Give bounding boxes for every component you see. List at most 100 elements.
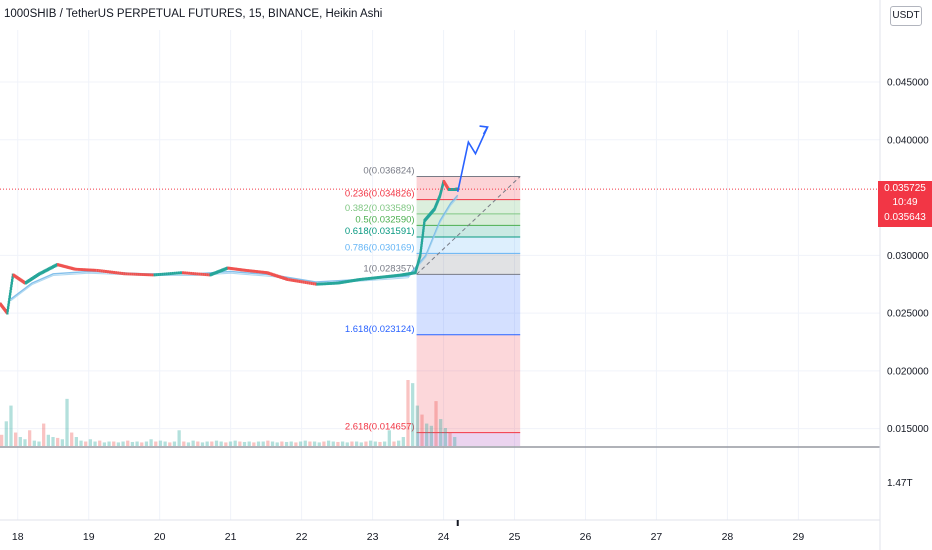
price-candle	[405, 272, 408, 276]
fib-level-label: 2.618(0.014657)	[345, 422, 415, 433]
currency-badge[interactable]: USDT	[890, 6, 922, 26]
volume-bar	[448, 432, 452, 446]
price-candle	[200, 272, 203, 276]
price-candle	[98, 269, 101, 273]
price-candle	[82, 268, 85, 272]
price-candle	[91, 268, 94, 272]
price-candle	[269, 272, 272, 276]
volume-bar	[252, 442, 256, 446]
volume-bar	[168, 442, 172, 446]
price-candle	[249, 269, 252, 273]
price-candle	[308, 281, 311, 285]
price-candle	[113, 270, 116, 274]
volume-bar	[322, 441, 326, 446]
volume-bar	[373, 441, 377, 446]
price-candle	[366, 277, 369, 281]
volume-tick-label: 1.47T	[887, 478, 913, 489]
price-candle	[145, 273, 148, 277]
price-candle	[237, 267, 240, 271]
price-candle	[68, 266, 71, 270]
volume-bar	[256, 441, 261, 446]
volume-bar	[79, 440, 83, 446]
price-candle	[294, 279, 297, 283]
price-candle	[275, 274, 278, 278]
price-candle	[51, 265, 54, 269]
price-tick-label: 0.030000	[887, 251, 929, 262]
price-candle	[378, 275, 381, 279]
price-candle	[233, 267, 236, 271]
price-candle	[171, 271, 174, 275]
fib-zone	[416, 225, 521, 237]
volume-bar	[331, 441, 335, 446]
price-candle	[310, 281, 313, 285]
volume-bar	[354, 441, 359, 446]
volume-bar	[270, 441, 275, 446]
price-candle	[173, 271, 176, 275]
price-candle	[372, 276, 375, 280]
volume-bar	[158, 440, 163, 446]
price-candle	[390, 274, 393, 278]
price-candle	[204, 273, 207, 277]
volume-bar	[4, 421, 8, 446]
volume-bar	[9, 405, 13, 446]
price-candle	[231, 267, 234, 271]
fib-level-label: 1(0.028357)	[363, 263, 414, 274]
price-candle	[292, 278, 295, 282]
volume-bar	[0, 434, 4, 446]
price-tick-label: 0.040000	[887, 135, 929, 146]
price-candle	[256, 270, 259, 274]
price-candle	[352, 278, 355, 282]
time-tick-label: 21	[225, 531, 237, 543]
price-candle	[407, 272, 410, 276]
volume-bar	[326, 440, 331, 446]
volume-bar	[439, 419, 443, 446]
volume-bar	[191, 440, 195, 446]
price-candle	[238, 268, 241, 272]
price-candle	[53, 264, 56, 268]
volume-bar	[378, 441, 382, 446]
price-candle	[64, 265, 67, 269]
price-candle	[316, 282, 319, 286]
price-candle	[272, 273, 275, 277]
price-candle	[400, 273, 403, 277]
price-candle	[181, 271, 184, 275]
price-candle	[198, 272, 201, 276]
fib-level-label: 0.786(0.030169)	[345, 242, 415, 253]
price-candle	[65, 265, 68, 269]
volume-bar	[182, 441, 186, 446]
price-candle	[45, 268, 48, 272]
price-tick-label: 0.015000	[887, 424, 929, 435]
volume-bar	[135, 441, 139, 446]
volume-bar	[303, 440, 307, 446]
time-tick-label: 25	[509, 531, 521, 543]
price-candle	[202, 272, 205, 276]
price-candle	[151, 273, 154, 277]
price-candle	[322, 282, 325, 286]
price-candle	[314, 282, 317, 286]
prev-price: 0.035643	[884, 212, 926, 224]
price-candle	[167, 272, 170, 276]
price-candle	[410, 271, 413, 275]
volume-bar	[14, 432, 18, 446]
volume-bar	[434, 401, 438, 446]
price-candle	[44, 269, 47, 273]
price-candle	[334, 281, 337, 285]
price-candle	[404, 272, 407, 276]
price-candle	[96, 268, 99, 272]
fib-level-label: 0.5(0.032590)	[355, 214, 414, 225]
volume-bar	[51, 437, 55, 446]
price-candle	[186, 271, 189, 275]
projection-arrow	[456, 126, 489, 192]
price-candle	[157, 273, 160, 277]
symbol-title[interactable]: 1000SHIB / TetherUS PERPETUAL FUTURES, 1…	[4, 8, 383, 20]
price-candle	[184, 271, 187, 275]
price-candle	[360, 277, 363, 281]
price-candle	[88, 268, 91, 272]
price-candle	[87, 268, 90, 272]
fib-zone	[416, 334, 521, 433]
volume-bar	[144, 441, 149, 446]
price-candle	[236, 267, 239, 271]
price-candle	[413, 271, 416, 275]
price-candle	[396, 273, 399, 277]
